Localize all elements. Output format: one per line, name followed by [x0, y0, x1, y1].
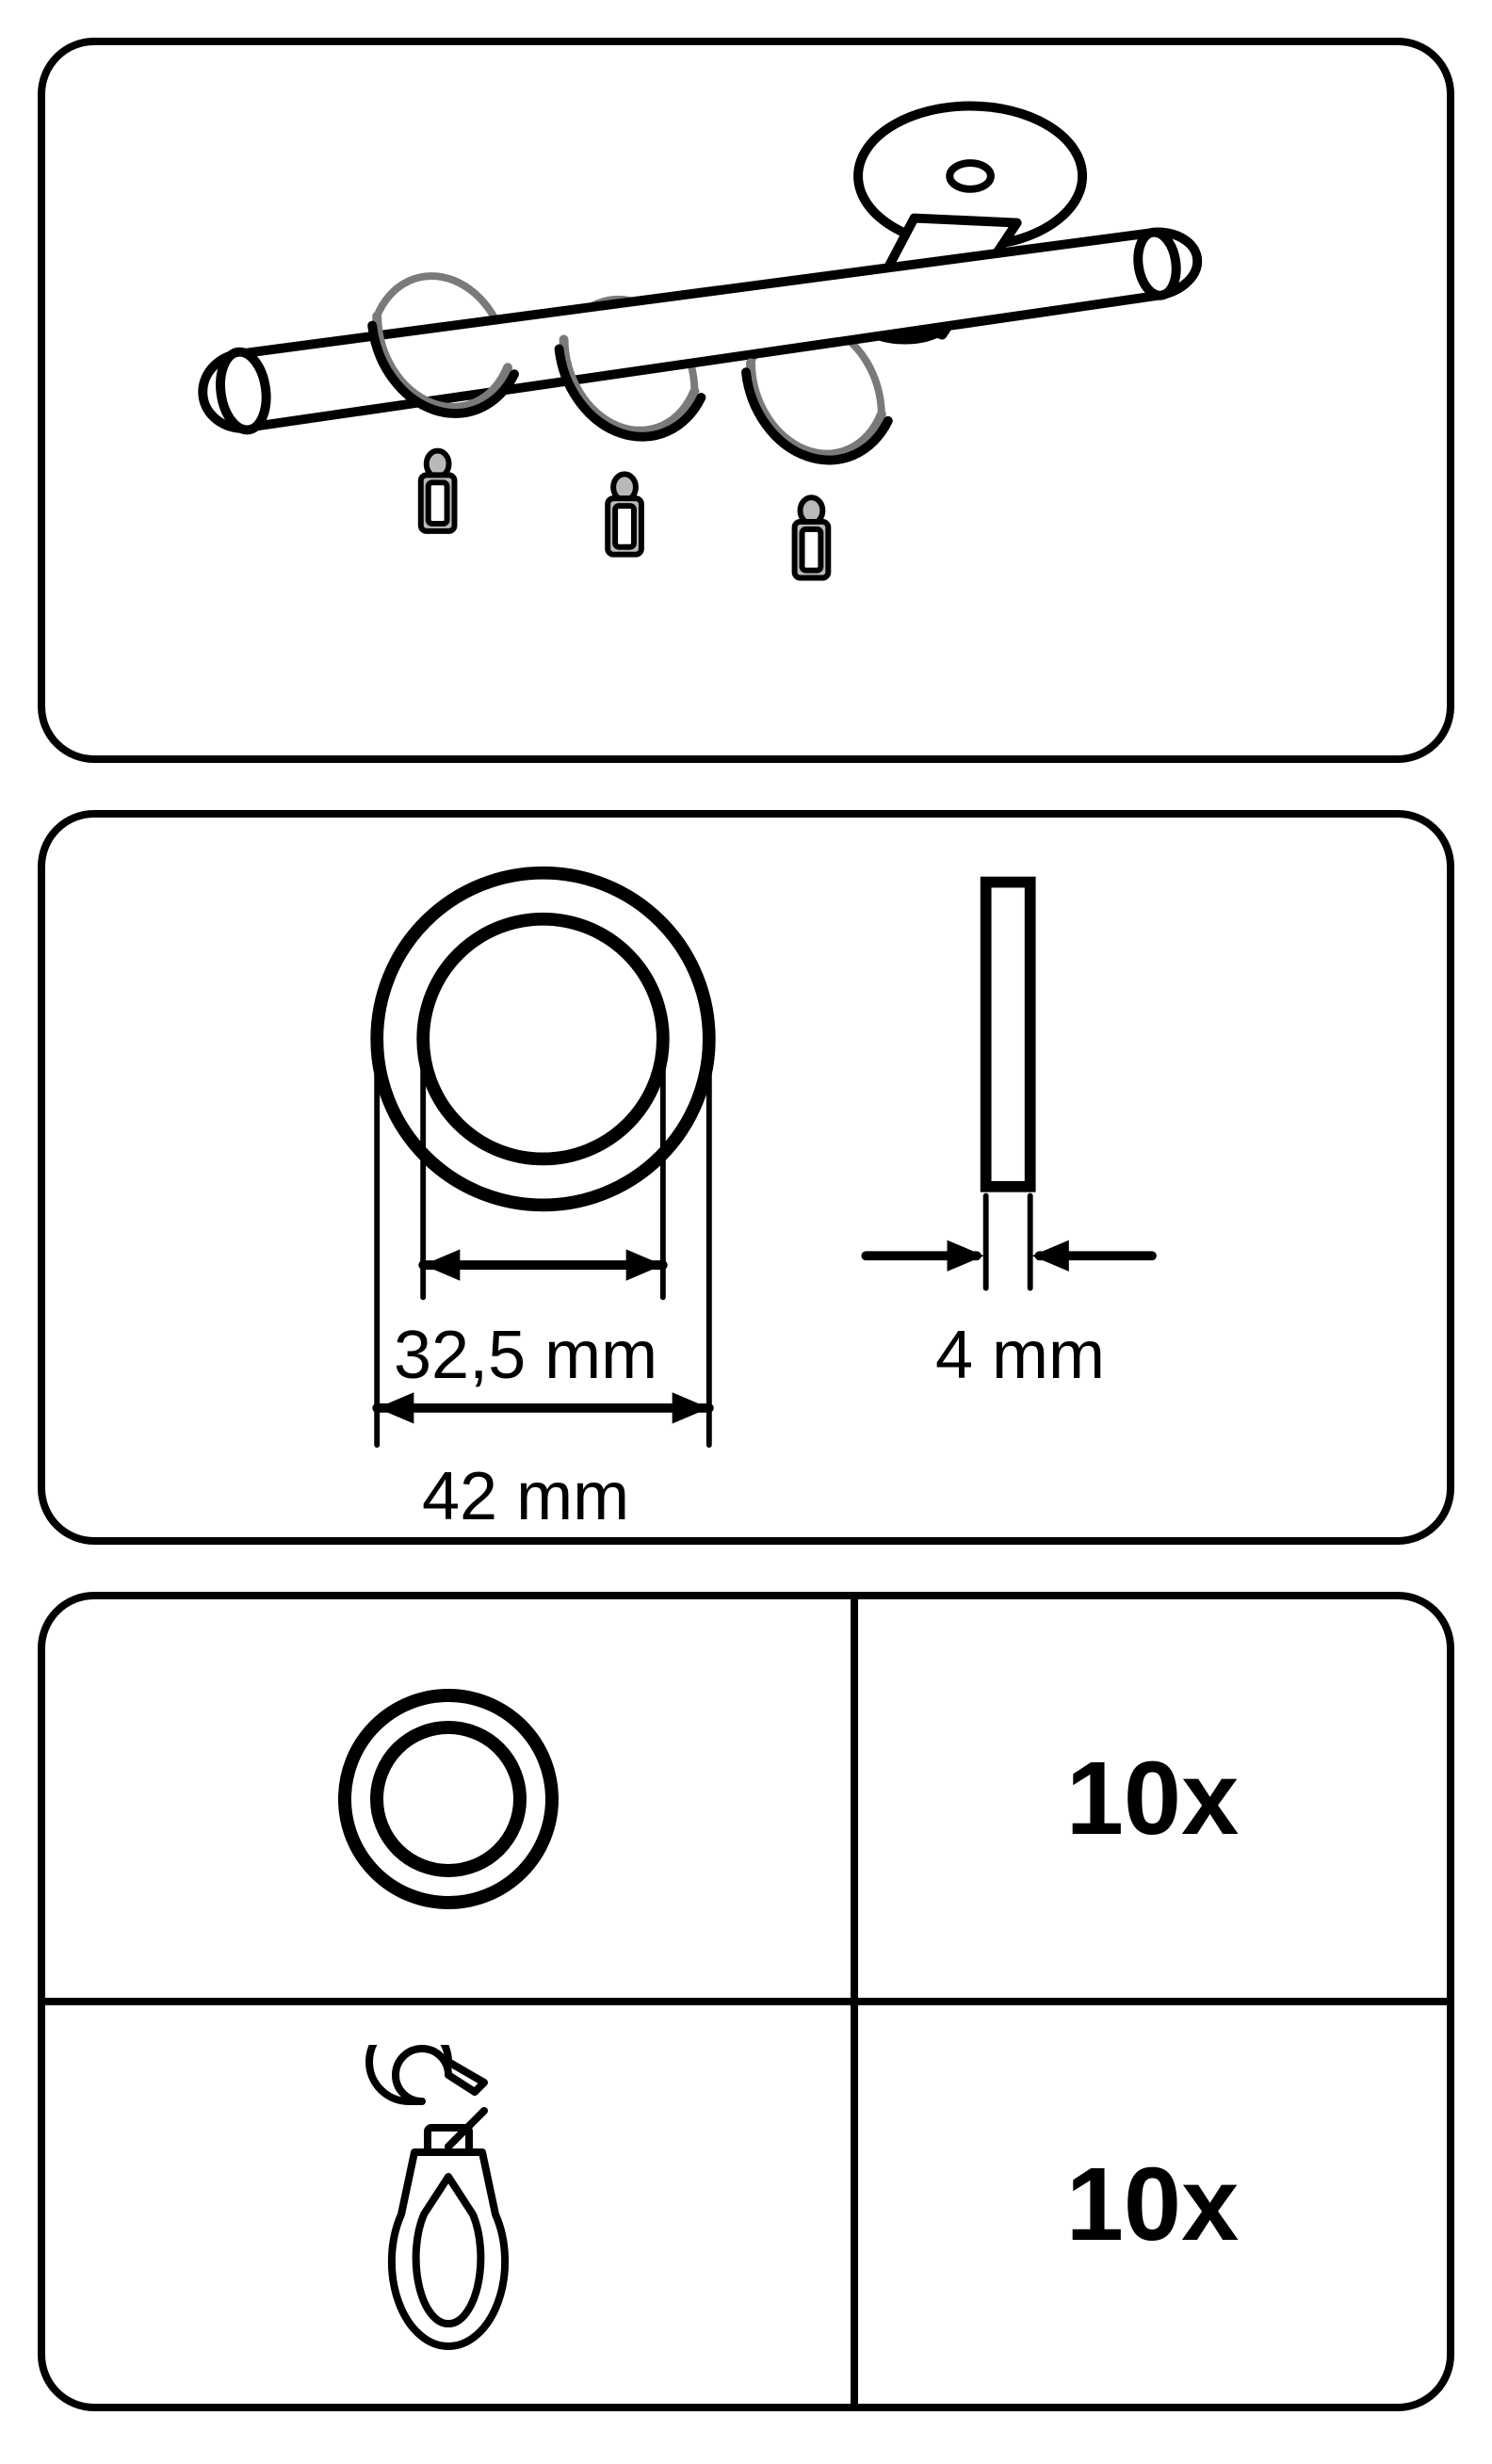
dimensions-diagram	[45, 818, 1447, 1537]
ring-icon-cell	[45, 1599, 858, 1998]
panel-contents: 10x 10x	[38, 1592, 1454, 2411]
hook-quantity: 10x	[1066, 2145, 1240, 2264]
panel-illustration	[38, 38, 1454, 763]
hook-qty-cell: 10x	[858, 2005, 1447, 2404]
contents-row-hook: 10x	[45, 2005, 1447, 2404]
panel-dimensions: 32,5 mm 42 mm 4 mm	[38, 810, 1454, 1545]
outer-diameter-label: 42 mm	[422, 1458, 629, 1535]
curtain-rod-illustration	[45, 45, 1447, 755]
inner-diameter-label: 32,5 mm	[394, 1317, 657, 1394]
ring-qty-cell: 10x	[858, 1599, 1447, 1998]
contents-row-ring: 10x	[45, 1599, 1447, 2005]
ring-quantity: 10x	[1066, 1739, 1240, 1858]
hook-icon-cell	[45, 2005, 858, 2404]
hook-icon	[354, 2045, 543, 2365]
ring-icon	[326, 1677, 571, 1921]
thickness-label: 4 mm	[935, 1317, 1105, 1394]
